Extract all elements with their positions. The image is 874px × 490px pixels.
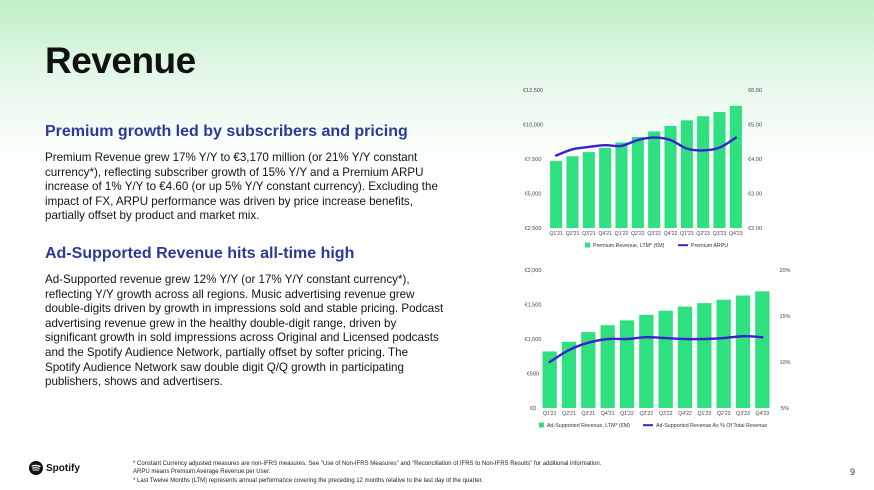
bar	[697, 303, 712, 408]
category-tick-label: Q4'21	[601, 411, 615, 417]
right-axis-tick-label: €4.00	[748, 157, 762, 163]
category-tick-label: Q3'22	[647, 231, 661, 237]
footnotes: * Constant Currency adjusted measures ar…	[133, 460, 601, 485]
spotify-wordmark: Spotify	[46, 462, 80, 474]
category-tick-label: Q3'22	[659, 411, 673, 417]
bar	[631, 136, 644, 228]
left-axis-tick-label: €7,500	[525, 157, 542, 163]
ad-supported-body: Ad-Supported revenue grew 12% Y/Y (or 17…	[45, 273, 444, 389]
page-number: 9	[850, 467, 856, 477]
category-tick-label: Q3'21	[582, 231, 596, 237]
category-tick-label: Q1'23	[697, 411, 711, 417]
right-axis-tick-label: 10%	[779, 360, 790, 366]
bar	[619, 320, 635, 408]
category-tick-label: Q1'23	[680, 231, 694, 237]
legend-bar-label: Ad-Supported Revenue, LTM* (€M)	[547, 423, 630, 429]
category-tick-label: Q2'21	[566, 231, 580, 237]
bar	[677, 306, 693, 408]
spotify-logo-icon	[29, 461, 43, 475]
bar	[582, 152, 595, 228]
ad-supported-heading: Ad-Supported Revenue hits all-time high	[45, 245, 355, 262]
bar	[755, 291, 770, 408]
bar	[566, 156, 579, 228]
bar	[713, 112, 726, 228]
footnote-arpu: ARPU means Premium Average Revenue per U…	[133, 469, 271, 476]
category-tick-label: Q2'22	[639, 411, 653, 417]
bar	[639, 314, 654, 408]
series-line	[554, 136, 738, 157]
legend-line-swatch	[678, 244, 688, 247]
bar	[664, 125, 677, 228]
category-tick-label: Q4'22	[664, 231, 678, 237]
bar	[599, 147, 612, 228]
left-axis-tick-label: €0	[530, 406, 536, 412]
legend-line-swatch	[643, 424, 653, 427]
bar	[561, 341, 577, 408]
left-axis-tick-label: €1,500	[525, 303, 542, 309]
category-tick-label: Q3'23	[713, 231, 727, 237]
category-tick-label: Q1'22	[620, 411, 634, 417]
bar	[550, 161, 563, 228]
bar	[729, 105, 742, 228]
left-axis-tick-label: €2,000	[525, 268, 542, 274]
bar	[680, 120, 693, 228]
bar	[658, 310, 673, 408]
right-axis-tick-label: €2.00	[748, 226, 762, 232]
legend-line-label: Premium ARPU	[691, 243, 728, 249]
bar	[542, 351, 557, 408]
category-tick-label: Q3'21	[581, 411, 595, 417]
left-axis-tick-label: €10,000	[523, 123, 543, 129]
premium-body: Premium Revenue grew 17% Y/Y to €3,170 m…	[45, 151, 438, 223]
left-axis-tick-label: €12,500	[523, 88, 543, 94]
category-tick-label: Q1'22	[615, 231, 629, 237]
category-tick-label: Q2'21	[562, 411, 576, 417]
legend-bar-swatch	[539, 422, 544, 428]
category-tick-label: Q2'23	[717, 411, 731, 417]
category-tick-label: Q2'22	[631, 231, 645, 237]
right-axis-tick-label: €5.00	[748, 123, 762, 129]
page-title: Revenue	[45, 40, 196, 81]
right-axis-tick-label: €6.00	[748, 88, 762, 94]
bar	[581, 332, 596, 408]
category-tick-label: Q2'23	[696, 231, 710, 237]
right-axis-tick-label: €3.00	[748, 192, 762, 198]
premium-heading: Premium growth led by subscribers and pr…	[45, 123, 408, 140]
bar	[648, 131, 661, 228]
category-tick-label: Q4'23	[729, 231, 743, 237]
series-line	[548, 335, 764, 364]
category-tick-label: Q1'21	[549, 231, 563, 237]
footnote-constant-currency: * Constant Currency adjusted measures ar…	[133, 461, 602, 467]
ad-supported-revenue-chart: €0 €500 €1,000 €1,500 €2,000 5% 10% 15% 20% Q1'21…	[525, 268, 791, 429]
bar	[600, 325, 615, 408]
bar	[615, 142, 628, 228]
footnote-ltm: * Last Twelve Months (LTM) represents an…	[133, 477, 483, 484]
left-axis-tick-label: €500	[527, 372, 539, 378]
bar	[697, 116, 710, 228]
legend-bar-label: Premium Revenue, LTM* (€M)	[593, 243, 665, 249]
category-tick-label: Q3'23	[736, 411, 750, 417]
left-axis-tick-label: €1,000	[525, 337, 542, 343]
right-axis-tick-label: 15%	[779, 314, 790, 320]
bar	[716, 299, 731, 408]
right-axis-tick-label: 20%	[779, 268, 790, 274]
legend-bar-swatch	[585, 242, 590, 248]
spotify-logo: Spotify	[29, 461, 80, 475]
left-axis-tick-label: €2,500	[525, 226, 542, 232]
category-tick-label: Q4'22	[678, 411, 692, 417]
premium-revenue-chart: €2,500 €5,000 €7,500 €10,000 €12,500 €2.00 €3.…	[523, 88, 762, 249]
category-tick-label: Q4'21	[598, 231, 612, 237]
left-axis-tick-label: €5,000	[525, 192, 542, 198]
category-tick-label: Q1'21	[543, 411, 557, 417]
category-tick-label: Q4'23	[755, 411, 769, 417]
bar	[735, 295, 751, 408]
legend-line-label: Ad-Supported Revenue As % Of Total Reven…	[656, 423, 767, 429]
right-axis-tick-label: 5%	[781, 406, 789, 412]
